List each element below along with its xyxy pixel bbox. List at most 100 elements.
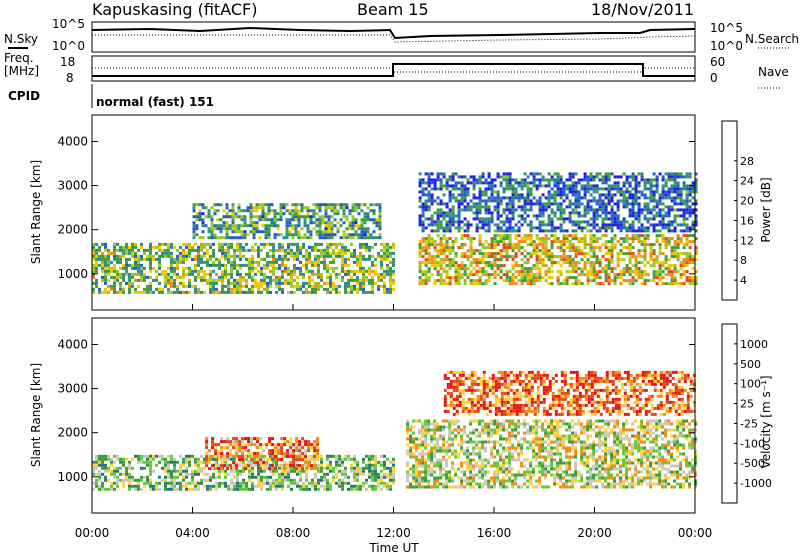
power-cell	[320, 284, 323, 288]
power-cell	[164, 248, 167, 252]
power-cell	[326, 254, 329, 258]
velocity-cell	[113, 481, 116, 485]
power-cell	[568, 175, 572, 179]
power-cell	[625, 264, 629, 268]
power-cell	[101, 251, 104, 255]
velocity-cell	[427, 452, 431, 456]
power-cell	[242, 248, 245, 252]
power-cell	[224, 290, 227, 294]
power-cell	[643, 187, 647, 191]
power-cell	[359, 266, 362, 270]
power-cell	[598, 202, 602, 206]
velocity-cell	[272, 457, 275, 461]
velocity-cell	[344, 457, 347, 461]
power-cell	[460, 264, 464, 268]
power-cell	[278, 248, 281, 252]
velocity-cell	[311, 478, 314, 482]
power-cell	[318, 203, 322, 207]
velocity-cell	[347, 457, 350, 461]
power-cell	[302, 245, 305, 249]
power-cell	[192, 227, 196, 231]
power-cell	[221, 245, 224, 249]
power-cell	[284, 254, 287, 258]
velocity-cell	[368, 475, 371, 479]
velocity-cell	[134, 454, 137, 458]
velocity-cell	[95, 472, 98, 476]
power-cell	[392, 257, 395, 261]
power-cell	[514, 270, 518, 274]
velocity-cell	[263, 466, 266, 470]
power-cell	[371, 260, 374, 264]
power-cell	[445, 181, 449, 185]
velocity-cell	[406, 419, 410, 423]
power-cell	[532, 175, 536, 179]
velocity-cell	[326, 463, 329, 467]
power-cell	[526, 258, 530, 262]
velocity-cell	[272, 460, 275, 464]
power-cell	[372, 212, 376, 216]
velocity-cell	[433, 470, 437, 474]
power-cell	[327, 230, 331, 234]
power-cell	[679, 208, 683, 212]
velocity-cell	[239, 484, 242, 488]
power-cell	[571, 267, 575, 271]
power-cell	[237, 206, 241, 210]
power-cell	[424, 258, 428, 262]
velocity-cell	[233, 463, 236, 467]
power-cell	[191, 257, 194, 261]
velocity-cell	[406, 470, 410, 474]
velocity-cell	[214, 461, 218, 465]
power-cell	[571, 270, 575, 274]
velocity-cell	[392, 472, 395, 476]
velocity-cell	[347, 475, 350, 479]
velocity-cell	[409, 446, 413, 450]
velocity-cell	[235, 464, 239, 468]
power-cell	[161, 248, 164, 252]
power-cell	[98, 287, 101, 291]
power-cell	[338, 284, 341, 288]
power-cell	[661, 214, 665, 218]
power-cell	[293, 251, 296, 255]
power-cell	[228, 227, 232, 231]
power-cell	[264, 218, 268, 222]
power-cell	[457, 276, 461, 280]
power-cell	[586, 243, 590, 247]
power-cell	[203, 290, 206, 294]
power-cell	[418, 264, 422, 268]
power-cell	[511, 205, 515, 209]
power-cell	[272, 272, 275, 276]
power-cell	[263, 278, 266, 282]
velocity-cell	[101, 454, 104, 458]
power-cell	[356, 290, 359, 294]
power-cell	[526, 181, 530, 185]
power-cell	[616, 264, 620, 268]
power-cell	[330, 209, 334, 213]
power-cell	[673, 276, 677, 280]
velocity-cell	[197, 457, 200, 461]
power-cell	[445, 249, 449, 253]
velocity-cell	[95, 460, 98, 464]
power-cell	[185, 245, 188, 249]
power-cell	[631, 172, 635, 176]
power-cell	[625, 196, 629, 200]
power-cell	[363, 221, 367, 225]
power-cell	[538, 172, 542, 176]
power-cell	[236, 278, 239, 282]
power-cell	[658, 246, 662, 250]
velocity-cell	[200, 478, 203, 482]
power-cell	[460, 184, 464, 188]
velocity-cell	[164, 484, 167, 488]
power-cell	[637, 270, 641, 274]
velocity-cell	[143, 454, 146, 458]
power-cell	[655, 184, 659, 188]
power-cell	[359, 242, 362, 246]
power-cell	[359, 251, 362, 255]
power-cell	[372, 230, 376, 234]
velocity-cell	[436, 440, 440, 444]
cpid-value: normal (fast) 151	[96, 95, 214, 109]
power-cell	[652, 279, 656, 283]
freq-trace	[92, 63, 695, 77]
power-cell	[359, 254, 362, 258]
power-cell	[466, 237, 470, 241]
power-cell	[592, 261, 596, 265]
